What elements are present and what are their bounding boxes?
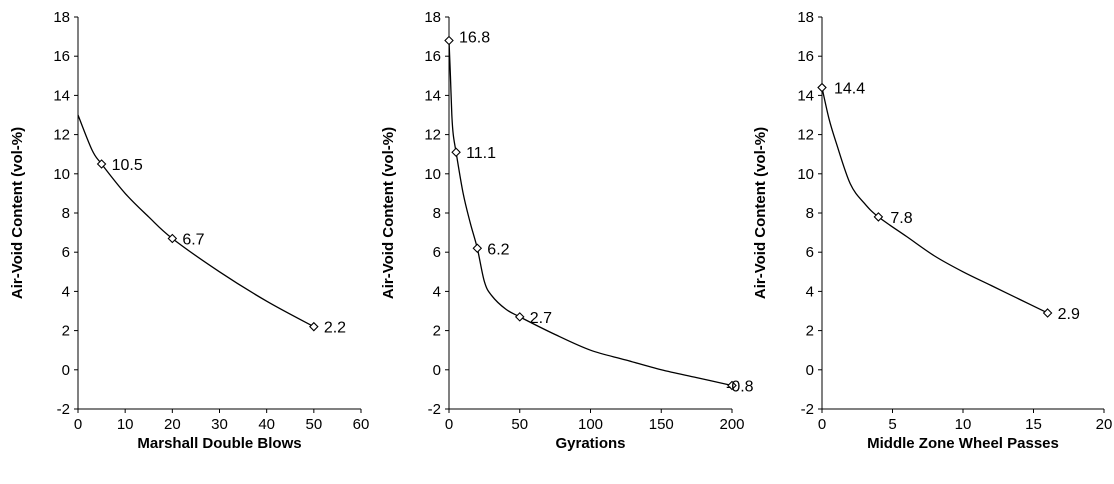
data-label: 2.7 [530, 310, 552, 327]
data-point-marker [309, 321, 319, 332]
y-tick-label: 6 [806, 244, 814, 261]
data-label: 6.7 [182, 231, 204, 248]
y-tick-label: 10 [424, 166, 441, 183]
y-tick-label: -2 [428, 401, 441, 418]
data-point-marker [514, 312, 525, 322]
x-tick-label: 15 [1025, 416, 1042, 433]
x-tick-label: 200 [719, 416, 744, 433]
data-point-marker [727, 380, 737, 391]
y-tick-label: 2 [806, 323, 814, 340]
y-tick-label: 12 [797, 127, 814, 144]
data-point-marker [96, 159, 107, 169]
x-tick-label: 100 [578, 416, 603, 433]
y-tick-label: 0 [433, 362, 441, 379]
x-tick-label: 60 [353, 416, 370, 433]
series-line [821, 87, 1048, 314]
data-label: 2.9 [1058, 306, 1080, 323]
x-axis-label: Marshall Double Blows [137, 435, 301, 452]
y-tick-label: 10 [53, 166, 70, 183]
y-tick-label: 4 [62, 283, 70, 300]
y-axis-label: Air-Void Content (vol-%) [380, 127, 397, 299]
x-tick-label: 5 [888, 416, 896, 433]
x-tick-label: 50 [511, 416, 528, 433]
y-tick-label: 14 [424, 87, 441, 104]
x-tick-label: 150 [649, 416, 674, 433]
y-tick-label: 16 [797, 48, 814, 65]
y-tick-label: 14 [53, 87, 70, 104]
x-tick-label: 20 [164, 416, 181, 433]
data-label: 11.1 [466, 145, 496, 162]
x-tick-label: 50 [305, 416, 322, 433]
data-label: 6.2 [487, 241, 509, 258]
data-point-marker [817, 82, 827, 93]
y-tick-label: 2 [433, 323, 441, 340]
y-tick-label: 8 [806, 205, 814, 222]
y-tick-label: -2 [801, 401, 814, 418]
x-tick-label: 0 [445, 416, 453, 433]
data-point-marker [167, 233, 178, 244]
y-axis-label: Air-Void Content (vol-%) [9, 127, 26, 299]
data-point-marker [444, 35, 454, 46]
y-tick-label: 12 [53, 127, 70, 144]
y-tick-label: 4 [433, 283, 441, 300]
x-tick-label: 20 [1096, 416, 1113, 433]
x-tick-label: 10 [117, 416, 134, 433]
data-label: -0.8 [726, 378, 754, 395]
x-tick-label: 30 [211, 416, 228, 433]
y-tick-label: 6 [433, 244, 441, 261]
data-label: 14.4 [834, 81, 865, 98]
y-tick-label: 16 [53, 48, 70, 65]
y-tick-label: 2 [62, 323, 70, 340]
data-label: 7.8 [890, 210, 912, 227]
y-tick-label: 8 [433, 205, 441, 222]
y-tick-label: 14 [797, 87, 814, 104]
y-tick-label: 6 [62, 244, 70, 261]
data-point-marker [873, 212, 884, 222]
x-tick-label: 10 [955, 416, 972, 433]
data-point-marker [472, 243, 483, 254]
x-tick-label: 0 [818, 416, 826, 433]
y-tick-label: -2 [57, 401, 70, 418]
y-tick-label: 18 [424, 9, 441, 26]
y-tick-label: 18 [797, 9, 814, 26]
x-axis-label: Gyrations [555, 435, 625, 452]
y-tick-label: 16 [424, 48, 441, 65]
y-axis-label: Air-Void Content (vol-%) [752, 127, 769, 299]
y-tick-label: 10 [797, 166, 814, 183]
series-line [77, 114, 315, 328]
data-point-marker [1042, 308, 1053, 318]
x-tick-label: 0 [74, 416, 82, 433]
y-tick-label: 0 [806, 362, 814, 379]
y-tick-label: 4 [806, 283, 814, 300]
y-tick-label: 18 [53, 9, 70, 26]
data-point-marker [451, 147, 461, 158]
data-label: 2.2 [324, 320, 346, 337]
x-tick-label: 40 [258, 416, 275, 433]
y-tick-label: 8 [62, 205, 70, 222]
series-line [448, 40, 733, 387]
data-label: 10.5 [112, 157, 143, 174]
y-tick-label: 12 [424, 127, 441, 144]
x-axis-label: Middle Zone Wheel Passes [867, 435, 1059, 452]
data-label: 16.8 [459, 30, 490, 47]
y-tick-label: 0 [62, 362, 70, 379]
